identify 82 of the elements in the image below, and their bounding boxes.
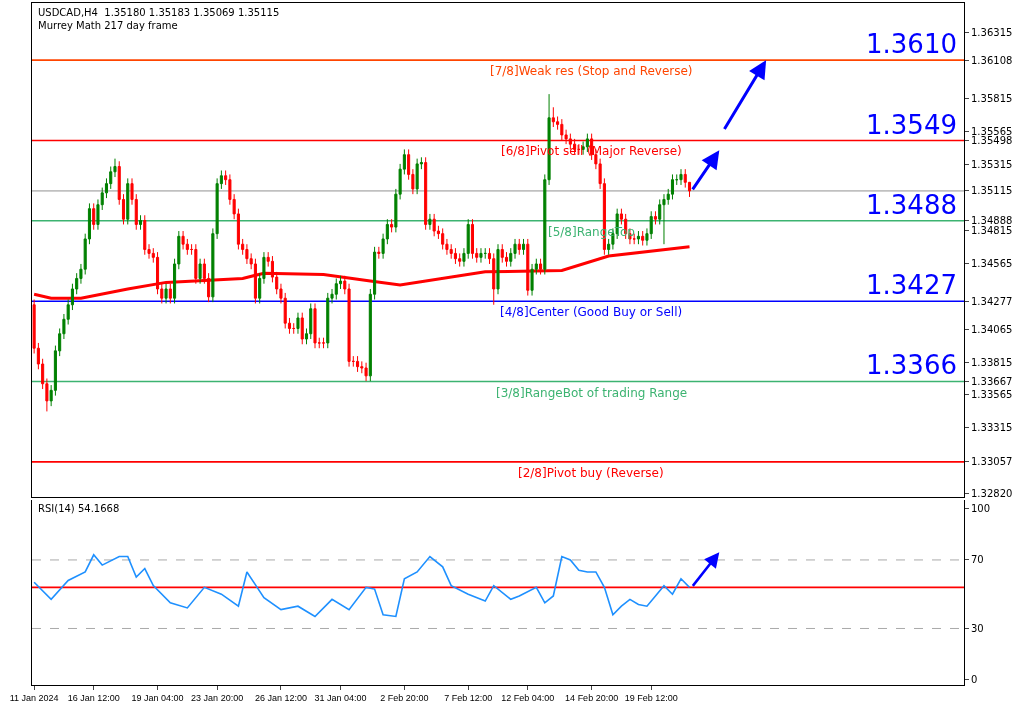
y-tick-label: 1.36315 xyxy=(971,27,1013,39)
candlestick xyxy=(470,218,475,260)
ref-line-label: [3/8]RangeBot of trading Range xyxy=(496,386,688,400)
x-tick-label: 31 Jan 04:00 xyxy=(314,692,367,703)
ref-line-label: [2/8]Pivot buy (Reverse) xyxy=(518,466,664,480)
candlestick xyxy=(300,312,304,345)
y-tick-label: 1.33815 xyxy=(971,356,1013,368)
candlestick xyxy=(334,277,338,301)
candlestick xyxy=(500,243,504,264)
y-tick-label: 30 xyxy=(971,622,984,634)
y-tick-label: 1.35115 xyxy=(971,185,1013,197)
candlestick xyxy=(479,247,483,264)
candlestick xyxy=(143,214,147,256)
y-tick-label: 1.34815 xyxy=(971,224,1013,236)
ref-line-label: [4/8]Center (Good Buy or Sell) xyxy=(500,305,683,319)
candlestick xyxy=(126,177,130,225)
y-tick-label: 1.33057 xyxy=(971,456,1013,468)
x-tick-label: 12 Feb 04:00 xyxy=(501,692,555,703)
x-tick-label: 2 Feb 20:00 xyxy=(380,692,429,703)
candlestick xyxy=(679,168,683,186)
candlestick xyxy=(517,238,521,256)
annotation: 1.3366 xyxy=(866,350,957,380)
y-tick-label: 70 xyxy=(971,554,984,566)
candlestick xyxy=(496,243,500,295)
y-tick-label: 1.35315 xyxy=(971,159,1013,171)
text: Murrey Math 217 day frame xyxy=(38,20,178,31)
y-tick-label: 0 xyxy=(971,674,978,686)
candlestick xyxy=(432,213,436,237)
candlestick xyxy=(641,230,645,247)
y-tick-label: 1.34277 xyxy=(971,295,1013,307)
candlestick xyxy=(296,312,300,335)
x-tick-label: 19 Feb 12:00 xyxy=(624,692,678,703)
candlestick xyxy=(636,230,640,245)
candlestick xyxy=(662,193,666,245)
candlestick xyxy=(198,258,202,285)
annotation: 1.3488 xyxy=(866,190,957,220)
candlestick xyxy=(453,247,457,265)
candlestick xyxy=(164,283,168,304)
candlestick xyxy=(428,213,432,231)
candlestick xyxy=(377,246,381,260)
candlestick xyxy=(313,302,317,349)
candlestick xyxy=(245,243,249,265)
chart-title: RSI(14) 54.1668 xyxy=(38,503,120,514)
candlestick xyxy=(92,202,96,231)
y-tick-label: 1.34888 xyxy=(971,215,1013,227)
y-tick-label: 1.33565 xyxy=(971,389,1013,401)
candlestick xyxy=(138,214,143,231)
candlestick xyxy=(551,106,555,128)
candlestick xyxy=(390,218,394,233)
candlestick xyxy=(653,210,657,225)
x-tick-label: 19 Jan 04:00 xyxy=(131,692,184,703)
annotation: 1.3610 xyxy=(866,29,957,59)
ref-line-label: [7/8]Weak res (Stop and Reverse) xyxy=(490,64,693,78)
candlestick xyxy=(309,302,313,340)
x-tick-label: 16 Jan 12:00 xyxy=(67,692,120,703)
x-tick-label: 7 Feb 12:00 xyxy=(444,692,493,703)
annotation: 1.3427 xyxy=(866,270,957,300)
y-tick-label: 1.32820 xyxy=(971,487,1013,499)
candlestick xyxy=(521,238,526,256)
y-tick-label: 1.36108 xyxy=(971,54,1013,66)
y-tick-label: 1.34065 xyxy=(971,323,1013,335)
annotation: 1.3549 xyxy=(866,110,957,140)
x-tick-label: 11 Jan 2024 xyxy=(9,692,59,703)
line-series xyxy=(33,554,691,618)
y-tick-label: 1.34565 xyxy=(971,257,1013,269)
y-tick-label: 100 xyxy=(971,503,991,515)
y-tick-label: 1.33667 xyxy=(971,376,1013,388)
candlestick xyxy=(539,258,543,275)
candlestick xyxy=(356,355,360,373)
candlestick xyxy=(530,263,534,297)
x-tick-label: 14 Feb 20:00 xyxy=(565,692,619,703)
candlestick xyxy=(326,292,330,349)
x-tick-label: 23 Jan 20:00 xyxy=(191,692,244,703)
x-tick-label: 26 Jan 12:00 xyxy=(254,692,307,703)
candlestick xyxy=(424,156,428,231)
y-tick-label: 1.35815 xyxy=(971,93,1013,105)
candlestick xyxy=(415,158,419,195)
candlestick xyxy=(364,362,368,382)
y-tick-label: 1.33315 xyxy=(971,422,1013,434)
candlestick xyxy=(449,243,453,260)
chart-title: USDCAD,H4 1.35180 1.35183 1.35069 1.35115 xyxy=(38,7,280,18)
candlestick xyxy=(458,252,462,268)
